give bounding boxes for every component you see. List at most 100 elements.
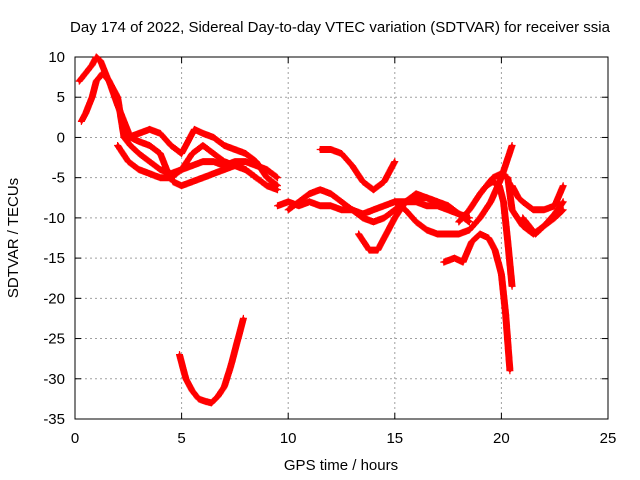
data-point <box>329 204 333 208</box>
y-axis-label: SDTVAR / TECUs <box>5 178 22 298</box>
data-point <box>201 176 205 180</box>
data-point <box>137 168 141 172</box>
data-point <box>241 316 245 320</box>
data-point <box>276 204 280 208</box>
series-track-8 <box>355 190 473 254</box>
data-point <box>502 200 506 204</box>
data-point <box>116 103 120 107</box>
data-point <box>184 377 188 381</box>
data-point <box>308 192 312 196</box>
data-point <box>542 208 546 212</box>
data-point <box>254 160 258 164</box>
data-point <box>499 172 503 176</box>
series-track-13 <box>508 182 567 214</box>
data-point <box>158 176 162 180</box>
data-point <box>382 216 386 220</box>
data-point <box>276 184 280 188</box>
series-track-7 <box>316 146 399 194</box>
data-point <box>265 176 269 180</box>
data-point <box>148 160 152 164</box>
data-point <box>531 208 535 212</box>
data-point <box>493 248 497 252</box>
data-point <box>84 111 88 115</box>
data-point <box>158 168 162 172</box>
data-point <box>190 389 194 393</box>
data-point <box>318 188 322 192</box>
data-point <box>99 59 103 63</box>
data-point <box>491 176 495 180</box>
y-tick-label: 10 <box>48 49 65 66</box>
data-point <box>457 232 461 236</box>
data-point <box>521 200 525 204</box>
y-tick-label: -35 <box>43 411 65 428</box>
data-point <box>489 200 493 204</box>
data-point <box>165 168 169 172</box>
data-point <box>318 148 322 152</box>
data-point <box>137 139 141 143</box>
data-point <box>128 143 132 147</box>
data-point <box>452 256 456 260</box>
data-point <box>516 196 520 200</box>
data-point <box>201 131 205 135</box>
series-track-14 <box>519 198 567 238</box>
data-point <box>329 192 333 196</box>
data-point <box>244 160 248 164</box>
data-point <box>148 172 152 176</box>
data-point <box>190 164 194 168</box>
data-point <box>276 188 280 192</box>
grid-lines <box>75 57 608 419</box>
data-point <box>79 119 83 123</box>
data-point <box>265 184 269 188</box>
data-point <box>197 397 201 401</box>
x-axis-label: GPS time / hours <box>284 457 398 474</box>
data-point <box>286 208 290 212</box>
data-point <box>180 184 184 188</box>
data-point <box>361 180 365 184</box>
series-track-15 <box>176 314 247 407</box>
data-point <box>510 143 514 147</box>
data-point <box>308 200 312 204</box>
data-point <box>393 160 397 164</box>
data-point <box>393 208 397 212</box>
data-point <box>561 208 565 212</box>
x-tick-label: 10 <box>280 430 297 447</box>
data-point <box>192 127 196 131</box>
x-tick-label: 0 <box>71 430 79 447</box>
y-tick-label: 0 <box>57 129 65 146</box>
data-point <box>393 200 397 204</box>
data-point <box>414 192 418 196</box>
data-point <box>137 131 141 135</box>
data-point <box>190 180 194 184</box>
data-point <box>229 365 233 369</box>
data-point <box>553 204 557 208</box>
data-point <box>521 224 525 228</box>
data-point <box>467 208 471 212</box>
data-point <box>484 184 488 188</box>
data-point <box>203 399 207 403</box>
data-point <box>222 160 226 164</box>
data-points <box>75 53 567 407</box>
data-point <box>244 152 248 156</box>
data-point <box>461 260 465 264</box>
data-point <box>265 168 269 172</box>
data-point <box>101 71 105 75</box>
data-point <box>137 152 141 156</box>
data-point <box>371 220 375 224</box>
data-point <box>561 184 565 188</box>
data-point <box>254 176 258 180</box>
data-point <box>90 95 94 99</box>
data-point <box>553 212 557 216</box>
y-tick-label: -10 <box>43 210 65 227</box>
data-point <box>384 232 388 236</box>
data-point <box>478 232 482 236</box>
data-point <box>510 284 514 288</box>
data-point <box>158 152 162 156</box>
data-point <box>212 135 216 139</box>
data-point <box>435 200 439 204</box>
y-tick-label: 5 <box>57 89 65 106</box>
data-point <box>116 143 120 147</box>
data-point <box>487 236 491 240</box>
data-point <box>478 216 482 220</box>
x-tick-label: 15 <box>386 430 403 447</box>
